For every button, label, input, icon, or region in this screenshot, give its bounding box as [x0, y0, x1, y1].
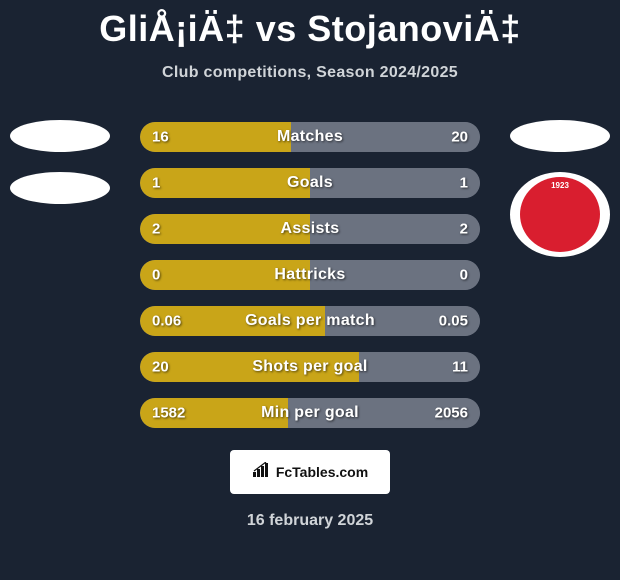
bar-fill-right: [310, 168, 480, 198]
right-badge-1: [510, 120, 610, 152]
right-club-crest: [510, 172, 610, 257]
left-badges: [10, 120, 110, 204]
bar-value-right: 11: [452, 359, 468, 376]
bar-label: Goals per match: [245, 312, 375, 330]
left-badge-2: [10, 172, 110, 204]
bar-row: 0.06 0.05 Goals per match: [140, 306, 480, 336]
right-badges: [510, 120, 610, 257]
bar-value-right: 20: [451, 129, 468, 146]
bar-row: 16 20 Matches: [140, 122, 480, 152]
bar-row: 2 2 Assists: [140, 214, 480, 244]
bar-value-right: 1: [460, 175, 468, 192]
bar-value-left: 16: [152, 129, 169, 146]
bar-row: 1 1 Goals: [140, 168, 480, 198]
bar-value-left: 0: [152, 267, 160, 284]
footer-brand-badge: FcTables.com: [230, 450, 390, 494]
bar-value-left: 20: [152, 359, 169, 376]
bar-label: Min per goal: [261, 404, 359, 422]
page-title: GliÅ¡iÄ‡ vs StojanoviÄ‡: [0, 0, 620, 50]
bar-label: Hattricks: [274, 266, 345, 284]
bar-value-right: 2: [460, 221, 468, 238]
footer-brand-text: FcTables.com: [276, 464, 368, 480]
bar-value-right: 0: [460, 267, 468, 284]
bar-label: Goals: [287, 174, 333, 192]
bar-value-left: 1: [152, 175, 160, 192]
bar-value-right: 0.05: [439, 313, 468, 330]
bar-label: Assists: [280, 220, 339, 238]
bar-row: 20 11 Shots per goal: [140, 352, 480, 382]
crest-icon: [520, 177, 600, 252]
bar-value-left: 0.06: [152, 313, 181, 330]
brand-chart-icon: [252, 462, 272, 483]
bar-fill-left: [140, 168, 310, 198]
bar-row: 0 0 Hattricks: [140, 260, 480, 290]
bar-value-left: 2: [152, 221, 160, 238]
page-subtitle: Club competitions, Season 2024/2025: [0, 64, 620, 82]
comparison-bars: 1620Matches11Goals22Assists00Hattricks0.…: [140, 122, 480, 428]
bar-label: Matches: [277, 128, 343, 146]
left-badge-1: [10, 120, 110, 152]
footer-date: 16 february 2025: [0, 512, 620, 530]
bar-value-left: 1582: [152, 405, 185, 422]
bar-value-right: 2056: [435, 405, 468, 422]
bar-label: Shots per goal: [252, 358, 367, 376]
bar-row: 1582 2056 Min per goal: [140, 398, 480, 428]
